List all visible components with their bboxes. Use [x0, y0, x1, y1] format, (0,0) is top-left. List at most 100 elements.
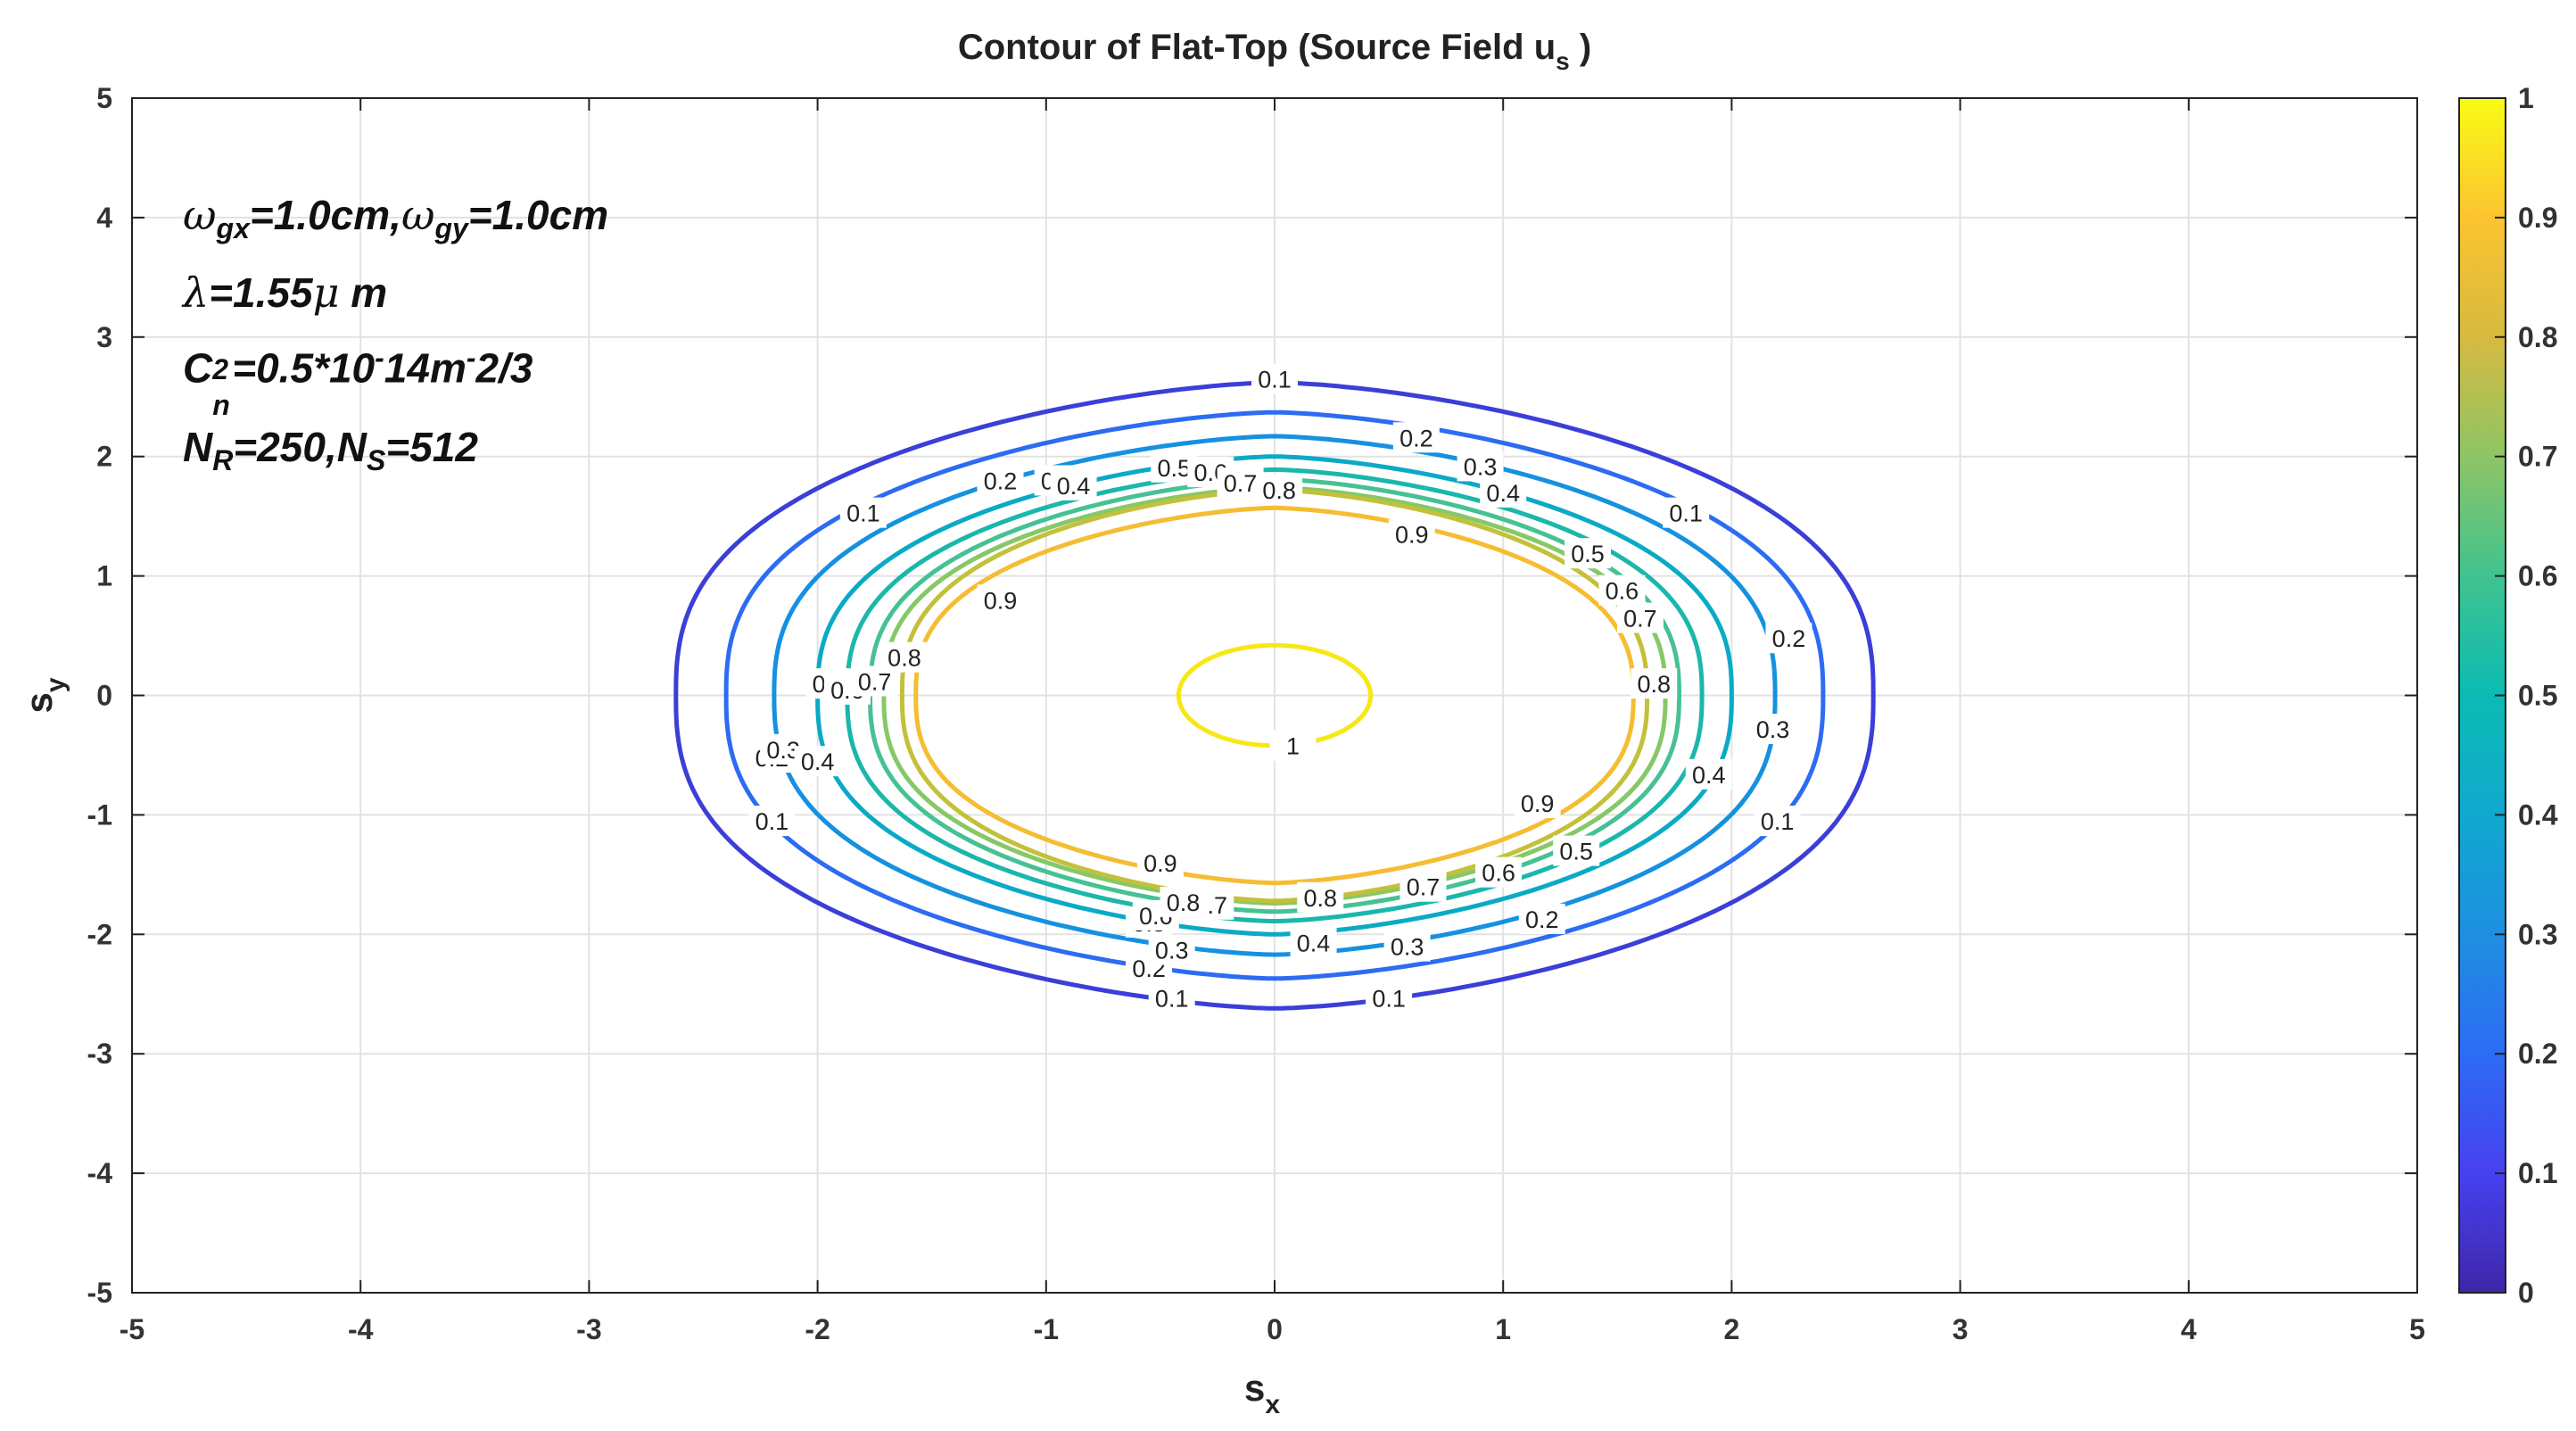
contour-label-bg: [977, 584, 1024, 616]
colorbar-ticks: 1 0.9 0.8 0.7 0.6 0.5 0.4 0.3 0.2 0.1 0: [2495, 82, 2558, 1309]
contour-label: 0.8: [1303, 885, 1337, 912]
contour-label: 0.2: [984, 467, 1018, 494]
colorbar-tick-label: 0: [2518, 1277, 2534, 1309]
contour-label-bg: [1598, 575, 1646, 606]
y-tick-label: -2: [87, 918, 112, 950]
annotation-waist: ωgx=1.0cm,ωgy=1.0cm: [183, 191, 609, 245]
contour-label-bg: [1269, 730, 1317, 761]
contour-label: 0.8: [1167, 889, 1201, 916]
contour-label-bg: [1564, 538, 1611, 569]
x-tick-label: 5: [2409, 1313, 2425, 1345]
contour-label: 0.3: [1756, 716, 1790, 743]
contour-line: [1176, 642, 1374, 749]
contour-label: 0.5: [1559, 839, 1593, 865]
contour-label-bg: [1050, 469, 1097, 500]
contour-label: 0.1: [1372, 985, 1406, 1012]
contour-label-bg: [977, 465, 1024, 496]
x-tick-label: -5: [120, 1313, 144, 1345]
contour-label: 0.7: [1407, 874, 1441, 901]
contour-label-bg: [1754, 806, 1801, 837]
contour-label: 0.9: [1395, 522, 1429, 549]
contour-label-bg: [1399, 871, 1447, 902]
x-axis-label: sx: [1244, 1367, 1280, 1419]
contour-label: 0.7: [858, 668, 892, 695]
x-tick-label: -3: [576, 1313, 601, 1345]
axis-ticks: -5 -4 -3 -2 -1 0 1 2 3 4 5 5 4 3 2 1 0 -1 -2 -3 -4 -5: [87, 82, 2425, 1345]
y-tick-label: 1: [96, 560, 112, 592]
x-tick-label: 0: [1267, 1313, 1283, 1345]
colorbar-tick-label: 0.1: [2518, 1157, 2557, 1189]
y-tick-label: -5: [87, 1277, 112, 1309]
colorbar-tick-label: 0.9: [2518, 202, 2557, 234]
contour-label-bg: [1514, 788, 1561, 819]
contour-line: [723, 409, 1826, 981]
contour-label-bg: [1765, 623, 1812, 654]
contour-label-bg: [1148, 982, 1195, 1013]
contour-label: 0.9: [1521, 790, 1555, 817]
x-tick-label: -4: [348, 1313, 374, 1345]
y-tick-label: 5: [96, 82, 112, 114]
annotation-wavelength: λ=1.55μ m: [183, 269, 388, 317]
contour-label: 0.1: [846, 500, 880, 527]
y-tick-label: -1: [87, 798, 112, 831]
x-tick-label: 3: [1953, 1313, 1969, 1345]
contour-label: 0.6: [1606, 578, 1639, 605]
contour-label-bg: [1392, 422, 1440, 453]
contour-label-bg: [1685, 758, 1732, 790]
contour-label: 0.3: [1155, 938, 1189, 964]
contour-line: [673, 380, 1876, 1011]
contour-label: 0.8: [1262, 477, 1296, 504]
contour-label: 0.4: [801, 749, 835, 775]
contour-label: 0.1: [1669, 500, 1703, 527]
contour-label: 0.3: [1464, 453, 1498, 480]
y-tick-label: -4: [87, 1157, 113, 1189]
contour-label: 0.1: [1155, 985, 1189, 1012]
contour-label-bg: [1749, 713, 1796, 744]
contour-label: 0.1: [1258, 367, 1292, 393]
contour-label: 0.4: [1297, 931, 1331, 957]
contour-label: 0.5: [1571, 541, 1605, 567]
colorbar-tick-label: 0.4: [2518, 798, 2558, 831]
contour-label: 0.9: [1144, 850, 1177, 877]
contour-label-bg: [1251, 363, 1298, 394]
contour-label: 0.1: [1761, 808, 1795, 835]
contour-label: 0.2: [1772, 625, 1806, 652]
contour-label: 0.4: [1692, 762, 1726, 789]
annotation-turbulence: C 2 n =0.5*10-14m-2/3: [183, 342, 533, 422]
contour-label-bg: [1383, 931, 1431, 962]
y-tick-label: 3: [96, 321, 112, 353]
y-tick-label: 2: [96, 441, 112, 473]
contour-label-bg: [1388, 518, 1435, 550]
contour-label-bg: [794, 746, 841, 777]
colorbar-tick-label: 0.6: [2518, 560, 2557, 592]
contour-label-bg: [1518, 903, 1565, 934]
contour-label-bg: [1553, 835, 1600, 866]
contour-label: 0.7: [1224, 470, 1258, 497]
y-tick-label: -3: [87, 1038, 112, 1070]
contour-label-bg: [1366, 982, 1413, 1013]
contour-label: 0.6: [1482, 860, 1515, 887]
contour-label: 0.9: [984, 587, 1018, 614]
colorbar-tick-label: 0.2: [2518, 1038, 2557, 1070]
contour-label-bg: [1457, 451, 1504, 482]
colorbar-tick-label: 1: [2518, 82, 2534, 114]
contour-labels: 0.10.10.10.10.10.10.10.20.20.20.20.20.20…: [748, 363, 1812, 1013]
contour-label-bg: [1297, 881, 1344, 913]
grid-lines: [132, 98, 2417, 1293]
contour-label-bg: [1136, 847, 1184, 878]
contour-label: 0.4: [1057, 473, 1091, 500]
contour-label-bg: [1160, 887, 1207, 918]
contour-label: 0.1: [755, 808, 789, 835]
contour-label-bg: [1663, 497, 1710, 528]
y-tick-label: 4: [96, 202, 112, 234]
contour-label-bg: [1256, 475, 1303, 506]
colorbar-tick-label: 0.3: [2518, 918, 2557, 950]
y-axis-label: sy: [18, 677, 70, 713]
contour-label: 0.3: [1391, 934, 1424, 961]
contour-label-bg: [1480, 476, 1527, 508]
contour-label: 1: [1286, 733, 1300, 760]
contour-label-bg: [880, 641, 928, 673]
contour-label-bg: [1475, 856, 1523, 888]
